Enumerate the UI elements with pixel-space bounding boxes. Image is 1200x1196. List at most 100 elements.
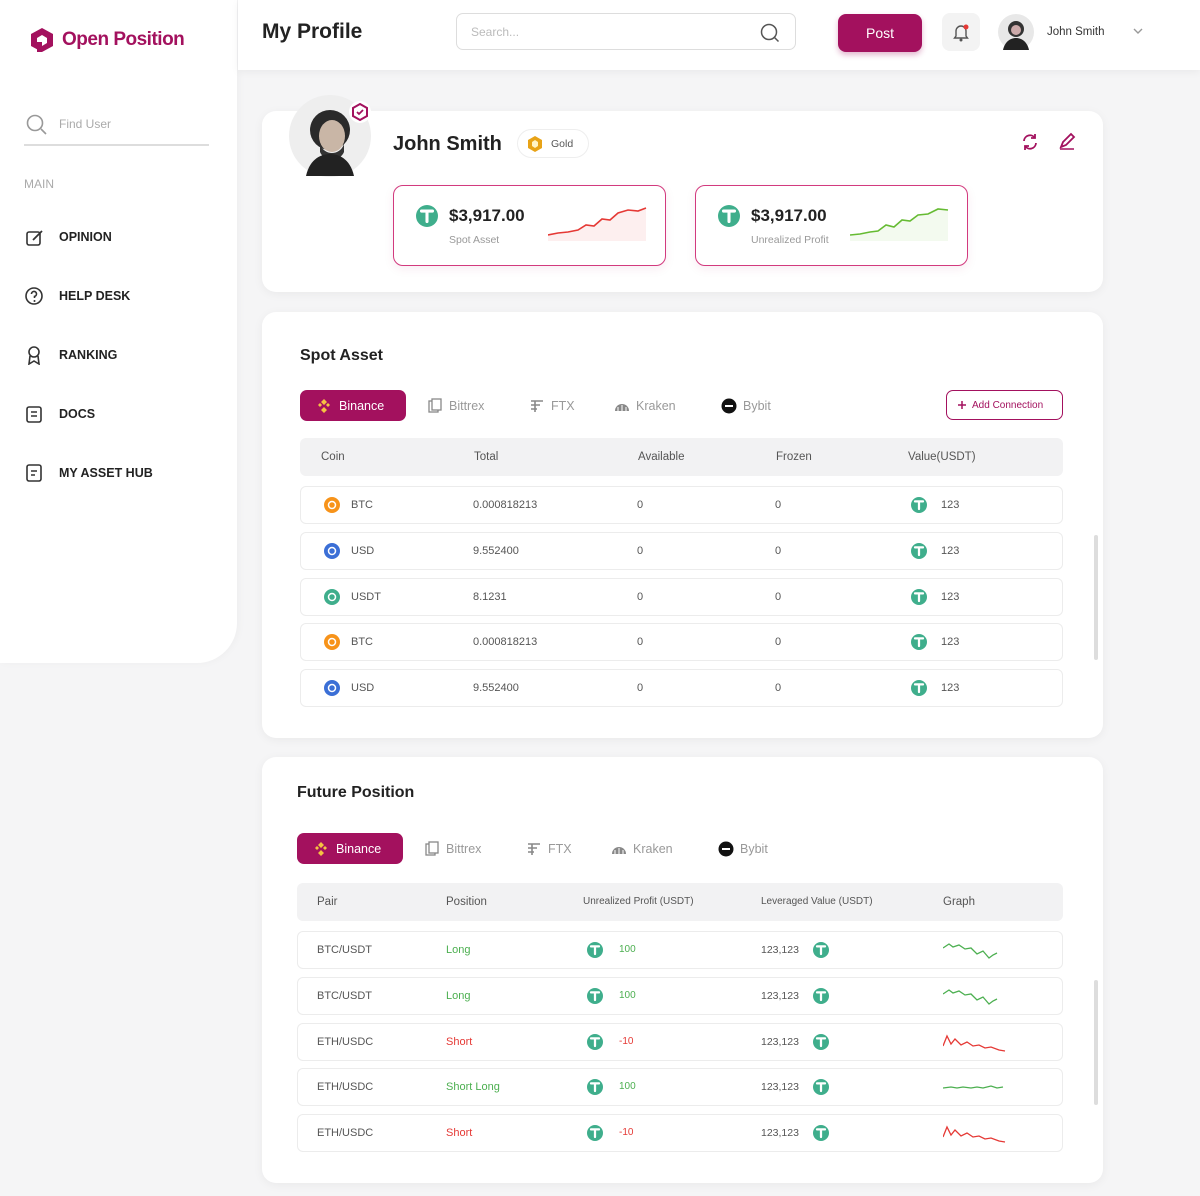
tab-icon [721,398,737,414]
nav-item[interactable]: OPINION [20,223,220,251]
exchange-tab[interactable]: Kraken [611,833,691,864]
leveraged-value: 123,123 [761,989,799,1002]
nav-item[interactable]: DOCS [20,400,220,428]
position-graph [943,988,998,1005]
frozen: 0 [775,682,782,694]
section-label: MAIN [24,177,54,191]
leveraged-value: 123,123 [761,1035,799,1048]
tab-label: Bittrex [449,399,485,413]
nav-icon [28,346,40,365]
tab-icon [718,841,734,857]
bell-icon [953,24,969,42]
value: 123 [941,682,960,694]
position: Long [446,944,471,956]
column-header: Value(USDT) [908,451,976,463]
tab-icon [318,399,330,413]
coin-icon [587,987,603,1004]
scrollbar [1094,980,1098,1105]
exchange-tab[interactable]: Bybit [718,833,798,864]
tab-icon [531,400,543,412]
coin-icon [911,634,927,651]
post-button[interactable]: Post [838,14,922,52]
coin-name: USDT [351,590,381,603]
column-header: Pair [317,896,338,908]
exchange-tab[interactable]: Binance [300,390,406,421]
section-title: Future Position [297,784,415,801]
table-header [297,883,1063,921]
pair: ETH/USDC [317,1127,374,1139]
user-avatar [998,14,1034,50]
available: 0 [637,682,644,694]
tab-icon [315,842,327,856]
coin-icon [911,497,927,513]
position: Short [446,1127,473,1139]
frozen: 0 [775,636,782,649]
stat-amount: $3,917.00 [449,206,525,225]
position-graph [943,1085,1004,1089]
exchange-tab[interactable]: Bittrex [427,390,507,421]
coin-icon [813,1125,829,1141]
badge-label: Gold [551,138,574,150]
available: 0 [637,636,644,649]
chevron [1133,28,1143,34]
header: My Profile Search... Post John Smith [238,0,1200,70]
table-row: BTC/USDT Long 100 123,123 [297,976,1063,1015]
exchange-tab[interactable]: FTX [529,390,609,421]
exchange-tab[interactable]: FTX [526,833,606,864]
stat-label: Unrealized Profit [751,234,829,246]
stat-sparkline [850,208,949,241]
table-row: USDT 8.1231 0 0 123 [300,577,1063,616]
coin-icon [324,680,340,696]
pair: ETH/USDC [317,1081,374,1094]
leveraged-value: 123,123 [761,944,799,956]
total: 0.000818213 [473,499,538,511]
table-row: BTC 0.000818213 0 0 123 [300,486,1063,524]
tab-label: Binance [339,399,385,413]
nav-label: MY ASSET HUB [59,466,153,480]
nav-item[interactable]: MY ASSET HUB [20,459,220,487]
tab-label: Binance [336,842,382,856]
stat-card: $3,917.00 Spot Asset [393,185,666,266]
table-row: USD 9.552400 0 0 123 [300,669,1063,707]
post-label: Post [865,25,894,41]
refresh-button[interactable] [1020,132,1040,152]
user-name[interactable]: John Smith [1047,26,1105,38]
exchange-tab[interactable]: Binance [297,833,403,864]
tab-label: Bittrex [446,842,482,856]
pair: ETH/USDC [317,1035,374,1048]
nav-item[interactable]: RANKING [20,341,220,369]
available: 0 [637,544,644,557]
column-header: Position [446,896,487,908]
frozen: 0 [775,499,782,511]
nav-label: OPINION [59,230,112,244]
search-placeholder: Search... [471,25,520,39]
exchange-tab[interactable]: Kraken [614,390,694,421]
frozen: 0 [775,590,782,603]
add-connection-button[interactable]: Add Connection [946,390,1063,420]
coin-icon [587,1125,603,1141]
coin-name: BTC [351,636,373,649]
leveraged-value: 123,123 [761,1081,799,1094]
notification-button[interactable] [942,13,980,51]
page-title: My Profile [262,20,363,43]
nav-item[interactable]: HELP DESK [20,282,220,310]
tab-icon [528,843,540,855]
coin-icon [911,588,927,605]
column-header: Frozen [776,451,812,463]
coin-icon [813,1033,829,1050]
nav-label: RANKING [59,348,118,362]
coin-icon [587,942,603,958]
exchange-tab[interactable]: Bybit [721,390,801,421]
search-box[interactable]: Search... [456,13,796,50]
column-header: Leveraged Value (USDT) [761,896,873,907]
edit-button[interactable] [1058,132,1076,150]
find-user-input[interactable]: Find User [59,117,112,131]
tab-label: Kraken [633,842,673,856]
exchange-tab[interactable]: Bittrex [424,833,504,864]
table-row: ETH/USDC Short -10 123,123 [297,1114,1063,1152]
total: 9.552400 [473,682,519,694]
position: Short [446,1035,473,1048]
add-connection-label: Add Connection [972,400,1044,411]
nav-label: HELP DESK [59,289,131,303]
